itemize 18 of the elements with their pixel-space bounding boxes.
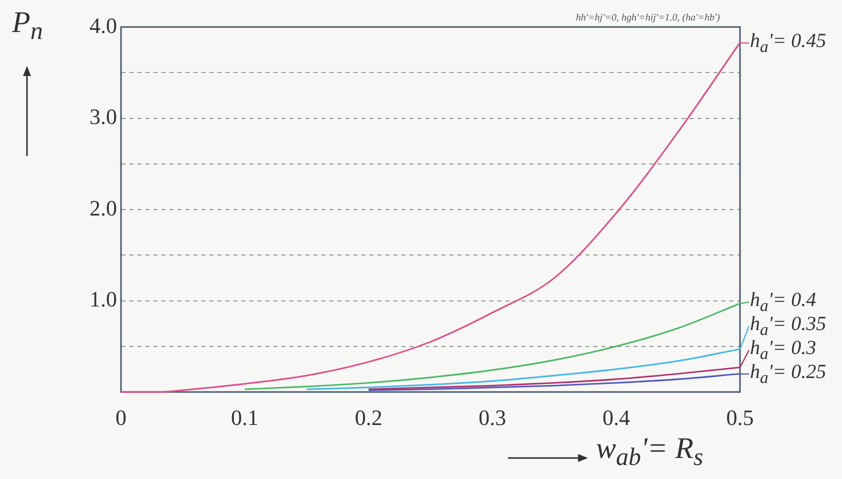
x-tick-label: 0.4: [602, 404, 630, 430]
legend-label: h$_{a}$'= 0.25: [750, 360, 826, 388]
x-tick-label: 0.1: [231, 404, 259, 430]
x-tick-label: 0.5: [726, 404, 754, 430]
y-axis-title: P$_{n}$: [12, 6, 43, 46]
y-tick-label: 4.0: [90, 12, 117, 38]
legend-label: h$_{a}$'= 0.3: [750, 336, 816, 363]
legend-label: h$_{a}$'= 0.4: [750, 288, 816, 315]
y-tick-label: 1.0: [90, 286, 117, 312]
x-axis-title: w$_{ab}$'= R$_{s}$: [596, 432, 704, 472]
legend-label: h$_{a}$'= 0.35: [750, 312, 826, 339]
y-tick-label: 2.0: [90, 195, 117, 220]
text: hh'=hj'=0, hgh'=hij'=1.0, (ha'=hb'): [576, 12, 721, 24]
x-tick-label: 0: [116, 404, 126, 430]
x-tick-label: 0.3: [478, 404, 506, 430]
legend-label: h$_{a}$'= 0.45: [750, 30, 826, 56]
x-tick-label: 0.2: [354, 404, 382, 430]
y-tick-label: 3.0: [90, 104, 117, 130]
